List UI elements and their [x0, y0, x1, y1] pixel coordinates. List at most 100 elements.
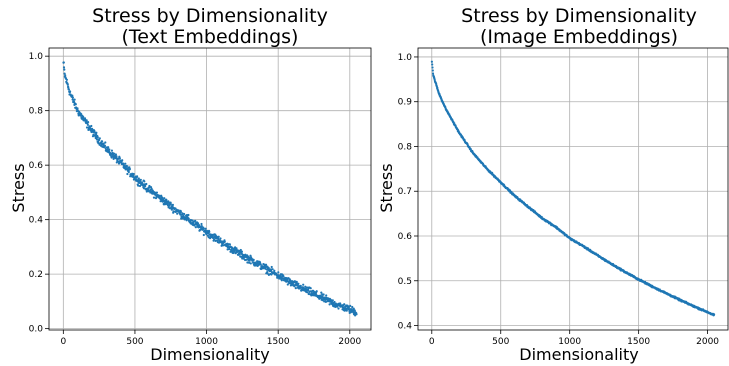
data-point: [65, 78, 68, 81]
grid: [418, 48, 728, 330]
chart-title-line-2: (Text Embeddings): [122, 26, 299, 48]
data-point: [339, 302, 342, 305]
plot-frame: [417, 47, 729, 331]
data-point: [164, 200, 167, 203]
data-point: [171, 203, 174, 206]
data-point: [328, 303, 331, 306]
x-tick-label: 500: [492, 337, 509, 347]
data-point: [101, 140, 104, 143]
data-point: [161, 196, 164, 199]
data-point: [187, 217, 190, 220]
data-point: [121, 159, 124, 162]
data-point: [103, 144, 107, 148]
data-point: [322, 293, 325, 296]
data-point: [86, 123, 89, 126]
data-point: [304, 285, 307, 288]
data-point: [293, 280, 296, 283]
y-axis-ticks: 0.0 0.2 0.4 0.6 0.8 1.0: [29, 52, 49, 335]
data-point: [324, 300, 327, 303]
data-point: [62, 66, 66, 69]
data-point: [115, 155, 118, 158]
data-point: [150, 186, 153, 189]
data-point: [85, 119, 88, 122]
x-tick-label: 1000: [195, 337, 218, 347]
data-point: [258, 261, 262, 264]
data-point: [281, 277, 284, 280]
data-point: [63, 68, 66, 71]
data-point: [223, 240, 226, 243]
y-tick-label: 0.4: [398, 322, 413, 332]
data-point: [136, 179, 140, 182]
data-point: [71, 96, 74, 99]
data-point: [97, 142, 100, 145]
y-axis-label: Stress: [377, 163, 396, 212]
data-point: [95, 131, 98, 134]
y-axis-ticks: 0.4 0.5 0.6 0.7 0.8 0.9 1.0: [398, 53, 418, 332]
data-point: [127, 170, 130, 174]
data-point: [323, 300, 326, 303]
data-point: [286, 283, 289, 286]
data-point: [259, 263, 262, 266]
data-point: [179, 213, 182, 216]
data-point: [113, 152, 116, 155]
data-point: [132, 172, 135, 176]
y-tick-label: 0.2: [29, 270, 43, 280]
data-point: [172, 210, 175, 213]
data-point: [213, 238, 216, 241]
data-points: [430, 60, 716, 317]
x-tick-label: 1000: [558, 337, 581, 347]
data-point: [137, 184, 140, 187]
data-point: [200, 222, 203, 226]
data-point: [118, 157, 121, 160]
data-point: [98, 137, 101, 140]
data-point: [139, 178, 142, 181]
data-point: [306, 291, 309, 294]
data-point: [155, 191, 158, 194]
data-point: [208, 230, 211, 233]
data-point: [240, 255, 243, 258]
data-point: [355, 313, 358, 316]
data-point: [431, 72, 435, 75]
grid: [49, 48, 371, 330]
data-point: [228, 248, 231, 251]
data-point: [315, 290, 318, 293]
data-point: [183, 212, 186, 216]
data-point: [76, 107, 79, 110]
data-point: [713, 313, 716, 316]
data-point: [112, 157, 115, 160]
data-point: [107, 146, 110, 149]
data-point: [202, 227, 205, 230]
data-point: [273, 269, 276, 272]
y-tick-label: 0.6: [398, 232, 413, 242]
y-axis-label: Stress: [9, 163, 28, 212]
data-point: [194, 219, 197, 222]
data-point: [238, 253, 241, 256]
data-points: [62, 61, 358, 317]
x-axis-label: Dimensionality: [150, 345, 269, 364]
data-point: [246, 261, 249, 264]
data-point: [181, 212, 184, 215]
data-point: [138, 184, 142, 188]
data-point: [270, 265, 273, 269]
data-point: [294, 287, 297, 290]
data-point: [319, 294, 322, 297]
data-point: [343, 303, 346, 306]
data-point: [95, 133, 98, 136]
y-tick-label: 0.9: [398, 98, 413, 108]
data-point: [351, 305, 354, 309]
data-point: [249, 254, 252, 257]
data-point: [204, 227, 207, 230]
data-point: [162, 200, 165, 203]
data-point: [69, 90, 72, 93]
data-point: [83, 117, 87, 120]
data-point: [297, 282, 300, 285]
data-point: [280, 279, 283, 282]
data-point: [430, 60, 433, 63]
chart-title-line-2: (Image Embeddings): [480, 26, 678, 48]
data-point: [67, 88, 70, 91]
x-axis-label: Dimensionality: [519, 345, 638, 364]
data-point: [337, 307, 340, 310]
data-point: [137, 177, 140, 180]
data-point: [73, 98, 76, 101]
